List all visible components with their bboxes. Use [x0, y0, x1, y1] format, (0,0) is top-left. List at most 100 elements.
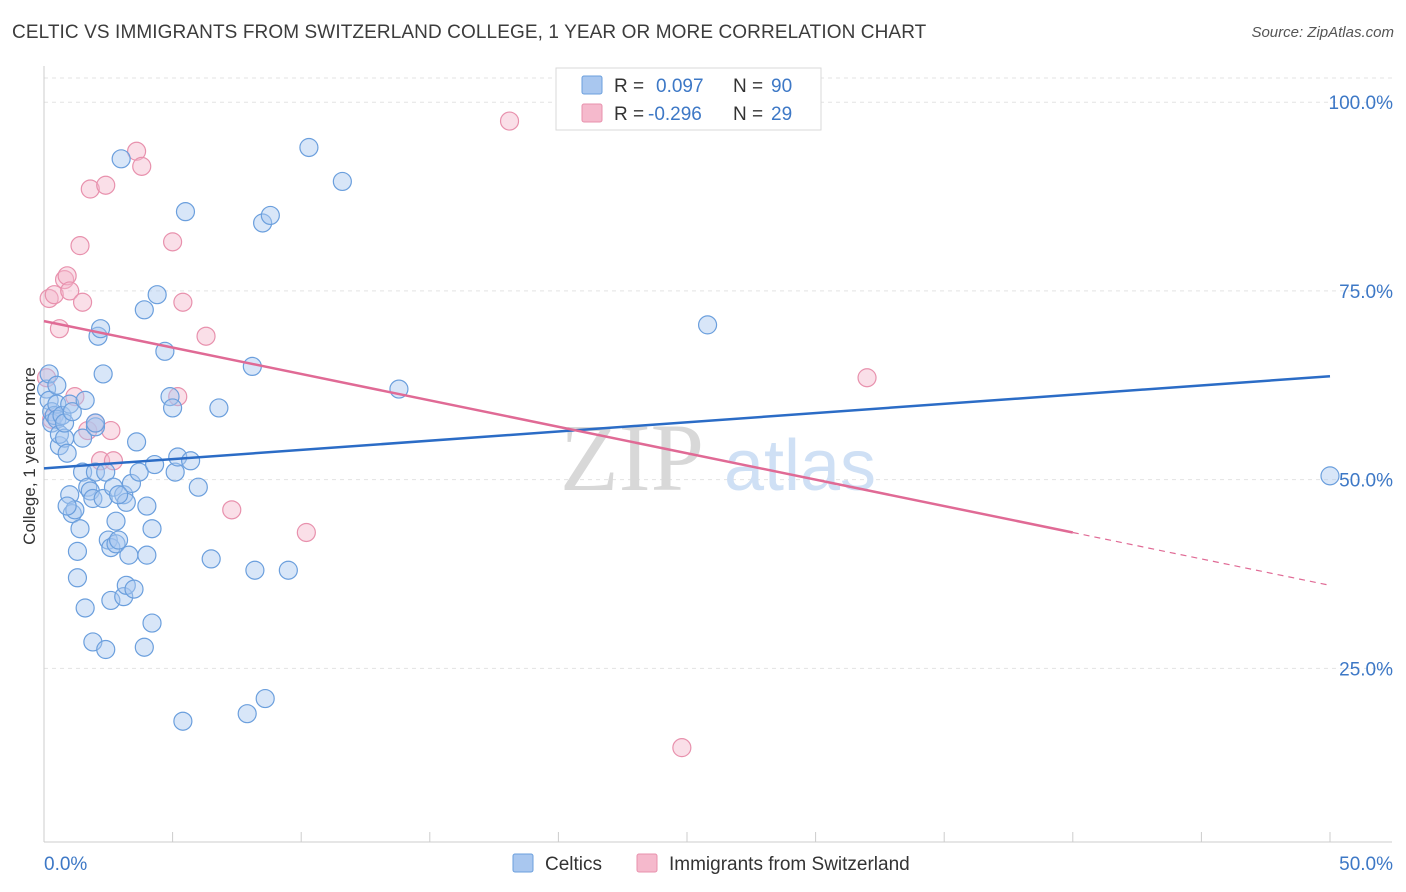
celtic-point-83	[47, 375, 67, 395]
celtic-point-54	[134, 300, 154, 320]
celtic-point-20	[70, 519, 90, 539]
stats-swiss-n-value: 29	[771, 104, 792, 125]
celtic-trend-line	[43, 374, 1331, 470]
celtic-point-13	[60, 485, 80, 505]
legend-swiss-label: Immigrants from Switzerland	[669, 854, 910, 875]
celtic-point-75	[260, 205, 280, 226]
stats-swiss-r-label: R =	[614, 104, 644, 125]
celtic-point-18	[67, 541, 88, 561]
celtic-point-62	[163, 398, 183, 418]
celtic-point-23	[75, 598, 95, 618]
trend-layer	[43, 319, 1331, 586]
swiss-point-6	[60, 281, 80, 301]
swiss-point-16	[103, 451, 124, 471]
celtic-point-56	[137, 496, 157, 516]
celtic-point-42	[108, 530, 129, 550]
chart-title: CELTIC VS IMMIGRANTS FROM SWITZERLAND CO…	[12, 22, 927, 43]
celtic-point-72	[245, 560, 265, 580]
celtic-point-74	[255, 688, 275, 709]
celtic-point-59	[147, 285, 167, 305]
celtic-point-32	[93, 364, 113, 384]
swiss-point-23	[222, 500, 242, 520]
stats-swiss-n-label: N =	[733, 104, 763, 125]
celtic-point-86	[85, 413, 106, 433]
y-tick-label-0: 25.0%	[1339, 659, 1393, 680]
celtic-point-12	[57, 443, 77, 463]
celtic-point-37	[101, 590, 121, 611]
stats-swiss-r-value: -0.296	[648, 104, 702, 125]
swiss-point-19	[163, 232, 183, 252]
swiss-point-5	[57, 266, 77, 286]
celtic-point-77	[299, 137, 319, 158]
celtic-point-35	[96, 639, 116, 660]
celtic-point-21	[72, 428, 93, 448]
stats-celtic-n-value: 90	[771, 76, 792, 97]
celtic-point-28	[85, 462, 106, 482]
swiss-trend-line	[43, 319, 1074, 534]
celtic-point-69	[209, 398, 229, 418]
celtic-point-78	[332, 171, 352, 192]
celtic-point-84	[57, 496, 77, 516]
celtic-point-55	[137, 545, 157, 565]
celtic-point-26	[83, 488, 103, 509]
celtic-point-89	[188, 477, 208, 497]
celtic-point-38	[101, 537, 121, 558]
celtic-point-43	[111, 149, 131, 169]
watermark: ZIP atlas	[560, 404, 876, 511]
axis-layer: 25.0% 50.0% 75.0% 100.0% 0.0% 50.0%	[43, 66, 1394, 875]
celtic-point-49	[121, 473, 142, 494]
celtic-point-19	[67, 568, 88, 588]
swiss-trend-extension	[1072, 531, 1331, 586]
celtic-point-48	[119, 545, 139, 565]
stats-celtic-n-label: N =	[733, 76, 763, 97]
celtic-point-15	[62, 402, 82, 422]
celtic-point-11	[54, 413, 75, 433]
celtic-point-70	[237, 704, 257, 724]
swiss-point-2	[44, 285, 64, 305]
celtic-point-45	[114, 587, 134, 607]
celtic-point-9	[52, 405, 72, 426]
swiss-point-18	[132, 156, 152, 176]
stats-celtic-r-label: R =	[614, 76, 644, 97]
celtic-point-58	[142, 519, 162, 539]
watermark-zip: ZIP	[560, 404, 704, 511]
celtic-point-76	[278, 560, 298, 580]
legend-celtics-label: Celtics	[545, 854, 602, 875]
celtic-point-51	[126, 432, 147, 452]
celtic-point-85	[75, 390, 95, 410]
celtic-point-57	[142, 613, 162, 633]
swiss-point-21	[173, 292, 193, 312]
celtic-point-47	[116, 492, 136, 512]
celtic-points	[36, 137, 1340, 731]
celtic-point-14	[60, 394, 80, 414]
swiss-point-20	[168, 387, 188, 407]
swiss-point-8	[70, 236, 90, 256]
swiss-point-14	[96, 175, 116, 195]
x-tick-label-0: 0.0%	[44, 854, 87, 875]
legend-celtics-swatch	[512, 853, 534, 873]
stats-legend: R = 0.097 N = 90 R = -0.296 N = 29	[555, 67, 822, 131]
celtic-point-52	[129, 462, 149, 482]
bottom-legend: Celtics Immigrants from Switzerland	[512, 853, 910, 875]
celtic-point-8	[49, 424, 70, 444]
celtic-point-40	[106, 511, 126, 531]
source-label: Source: ZipAtlas.com	[1251, 24, 1394, 41]
celtic-point-65	[173, 711, 193, 731]
swiss-point-17	[126, 141, 147, 161]
swiss-point-27	[857, 368, 877, 388]
celtic-point-68	[201, 549, 221, 569]
x-tick-label-1: 50.0%	[1339, 854, 1393, 875]
stats-celtic-swatch	[581, 75, 603, 95]
stats-swiss-swatch	[581, 103, 603, 123]
legend-swiss-swatch	[636, 853, 658, 873]
celtic-point-0	[36, 379, 57, 399]
swiss-point-22	[196, 326, 216, 346]
celtic-point-44	[114, 485, 134, 505]
celtic-point-53	[134, 637, 154, 657]
celtic-point-82	[39, 364, 59, 384]
swiss-point-11	[80, 179, 100, 199]
celtic-point-80	[697, 315, 718, 335]
stats-celtic-r-value: 0.097	[656, 76, 704, 97]
y-tick-label-3: 100.0%	[1329, 93, 1394, 114]
